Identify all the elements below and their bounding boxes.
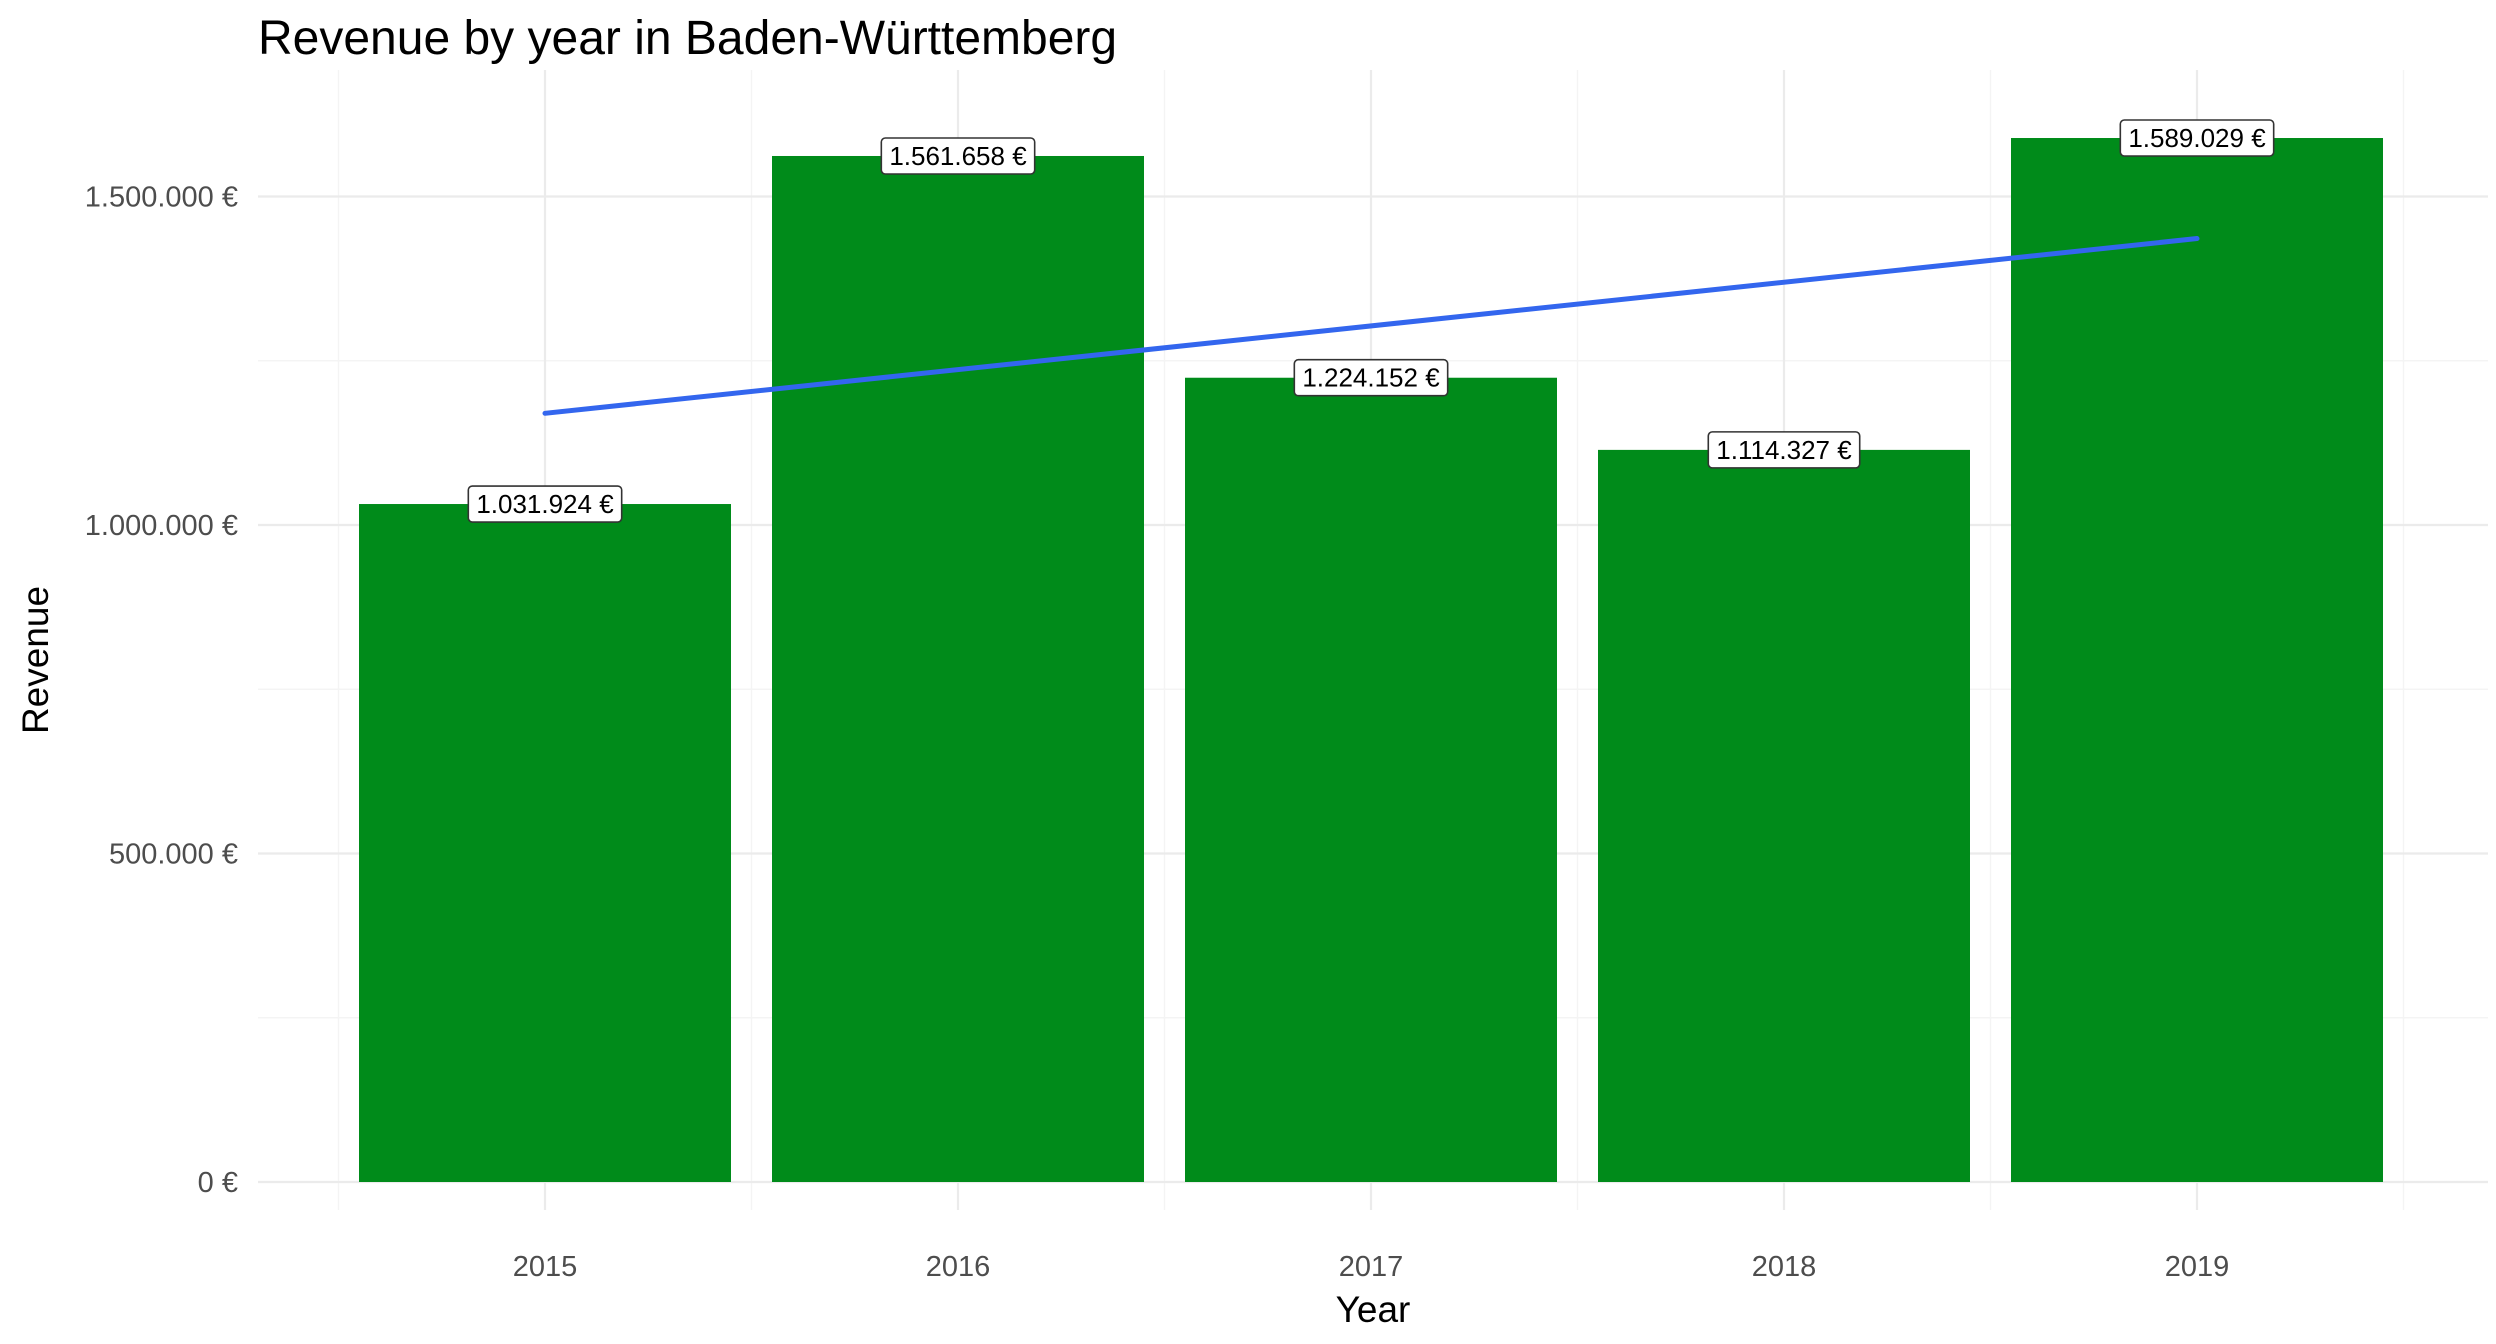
data-label-text: 1.589.029 €	[2128, 123, 2266, 153]
bar-2019	[2011, 138, 2383, 1183]
x-tick-label: 2016	[926, 1251, 991, 1283]
data-label-text: 1.224.152 €	[1302, 363, 1440, 393]
data-label-box	[2119, 119, 2275, 157]
y-tick-label: 1.500.000 €	[85, 182, 238, 214]
y-tick-label: 500.000 €	[109, 839, 238, 871]
x-tick-label: 2018	[1752, 1251, 1817, 1283]
data-label-box	[880, 137, 1036, 175]
bar-2017	[1185, 377, 1557, 1182]
data-label-text: 1.114.327 €	[1716, 435, 1852, 465]
bar-2018	[1598, 449, 1970, 1182]
x-tick-label: 2017	[1339, 1251, 1404, 1283]
data-label-text: 1.031.924 €	[476, 489, 614, 519]
data-label-box	[467, 485, 623, 523]
axis-layer: 0 € 500.000 € 1.000.000 € 1.500.000 € 2015 20…	[85, 182, 2229, 1284]
data-label-layer: 1.031.924 € 1.561.658 € 1.224.152 € 1.114.3…	[467, 119, 2275, 523]
data-label-2015: 1.031.924 €	[467, 485, 623, 523]
trend-layer	[542, 236, 2200, 416]
x-axis-title: Year	[1336, 1289, 1411, 1330]
bar-layer	[359, 138, 2383, 1183]
x-tick-label: 2015	[513, 1251, 578, 1283]
data-label-2016: 1.561.658 €	[880, 137, 1036, 175]
chart-title: Revenue by year in Baden-Württemberg	[258, 12, 1117, 65]
y-tick-label: 1.000.000 €	[85, 510, 238, 542]
x-tick-label: 2019	[2165, 1251, 2230, 1283]
data-label-2018: 1.114.327 €	[1707, 431, 1861, 469]
trend-line	[542, 236, 2200, 416]
y-axis-title: Revenue	[15, 586, 56, 734]
data-label-text: 1.561.658 €	[889, 141, 1027, 171]
data-label-2017: 1.224.152 €	[1293, 358, 1449, 397]
data-label-box	[1707, 431, 1861, 469]
y-tick-label: 0 €	[198, 1167, 238, 1199]
data-label-box	[1293, 358, 1449, 397]
data-label-2019: 1.589.029 €	[2119, 119, 2275, 157]
bar-2016	[772, 155, 1144, 1182]
bar-2015	[359, 504, 731, 1182]
